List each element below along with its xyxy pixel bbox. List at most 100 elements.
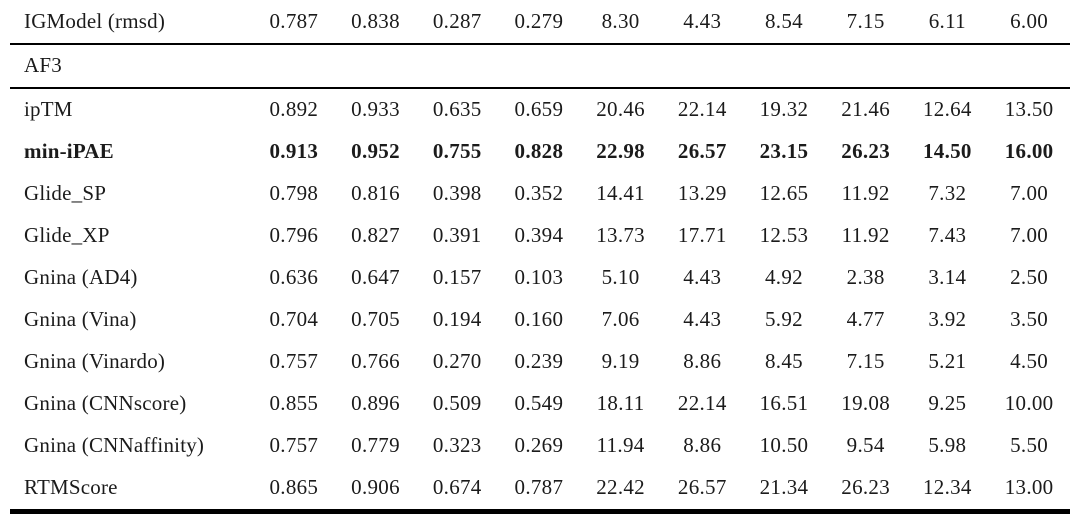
metric-value: 4.43 bbox=[683, 307, 722, 331]
section-label: AF3 bbox=[10, 44, 1070, 89]
metric-value: 6.00 bbox=[988, 1, 1070, 45]
metric-value: 0.398 bbox=[432, 181, 482, 205]
row-label: min-iPAE bbox=[24, 139, 114, 163]
metric-value: 3.92 bbox=[928, 307, 967, 331]
metric-value: 0.779 bbox=[351, 433, 400, 457]
metric-value: 10.50 bbox=[759, 433, 809, 457]
metric-value: 0.906 bbox=[334, 467, 417, 514]
metric-value: 0.855 bbox=[269, 391, 319, 415]
metric-value: 0.787 bbox=[498, 467, 580, 514]
metric-value: 13.73 bbox=[596, 223, 645, 247]
metric-value: 6.11 bbox=[906, 1, 989, 45]
row-label: Gnina (CNNaffinity) bbox=[24, 433, 205, 457]
row-label: Glide_XP bbox=[24, 223, 110, 247]
metric-value: 0.659 bbox=[514, 97, 564, 121]
metric-value: 0.816 bbox=[351, 181, 400, 205]
metric-value: 26.23 bbox=[841, 139, 891, 163]
table-row: Gnina (Vinardo) 0.757 0.766 0.270 0.239 9.19 8… bbox=[10, 341, 1070, 383]
metric-value: 5.98 bbox=[928, 433, 967, 457]
metric-value: 0.757 bbox=[269, 349, 319, 373]
table-row: ipTM 0.892 0.933 0.635 0.659 20.46 22.14 19.32 2… bbox=[10, 88, 1070, 131]
metric-value: 0.704 bbox=[269, 307, 319, 331]
metric-value: 5.50 bbox=[1010, 433, 1049, 457]
metric-value: 0.352 bbox=[514, 181, 564, 205]
metric-value: 26.57 bbox=[677, 139, 727, 163]
metric-value: 14.50 bbox=[922, 139, 972, 163]
metric-value: 0.636 bbox=[269, 265, 319, 289]
table-row: RTMScore 0.865 0.906 0.674 0.787 22.42 26.57 21… bbox=[10, 467, 1070, 514]
metric-value: 9.54 bbox=[846, 433, 885, 457]
metric-value: 9.25 bbox=[928, 391, 967, 415]
table-row: Gnina (CNNaffinity) 0.757 0.779 0.323 0.269 1… bbox=[10, 425, 1070, 467]
metric-value: 3.50 bbox=[1010, 307, 1049, 331]
metric-value: 0.865 bbox=[253, 467, 335, 514]
metric-value: 0.391 bbox=[432, 223, 482, 247]
metric-value: 16.51 bbox=[759, 391, 809, 415]
metric-value: 11.92 bbox=[841, 223, 890, 247]
metric-value: 0.269 bbox=[514, 433, 564, 457]
metric-value: 2.38 bbox=[846, 265, 885, 289]
paper-page: IGModel (rmsd) 0.787 0.838 0.287 0.279 8.30 4.… bbox=[10, 1, 1070, 514]
metric-value: 4.50 bbox=[1010, 349, 1049, 373]
metric-value: 7.32 bbox=[928, 181, 967, 205]
metric-value: 22.14 bbox=[677, 391, 727, 415]
metric-value: 0.705 bbox=[351, 307, 400, 331]
row-label: Gnina (CNNscore) bbox=[24, 391, 187, 415]
metric-value: 4.77 bbox=[846, 307, 885, 331]
row-label: ipTM bbox=[24, 97, 73, 121]
table-row: Glide_SP 0.798 0.816 0.398 0.352 14.41 13.29 12… bbox=[10, 173, 1070, 215]
metric-value: 11.94 bbox=[596, 433, 645, 457]
metric-value: 0.635 bbox=[432, 97, 482, 121]
metric-value: 0.279 bbox=[498, 1, 580, 45]
row-label: RTMScore bbox=[10, 467, 253, 514]
metric-value: 7.43 bbox=[928, 223, 967, 247]
metric-value: 8.54 bbox=[743, 1, 825, 45]
metric-value: 14.41 bbox=[596, 181, 645, 205]
metric-value: 0.933 bbox=[351, 97, 400, 121]
metric-value: 8.45 bbox=[764, 349, 803, 373]
metric-value: 16.00 bbox=[1004, 139, 1054, 163]
metric-value: 0.913 bbox=[269, 139, 319, 163]
metrics-table-body: IGModel (rmsd) 0.787 0.838 0.287 0.279 8.30 4.… bbox=[10, 1, 1070, 514]
metric-value: 0.270 bbox=[432, 349, 482, 373]
metric-value: 0.239 bbox=[514, 349, 564, 373]
metric-value: 5.10 bbox=[601, 265, 640, 289]
row-label: Gnina (Vina) bbox=[24, 307, 137, 331]
metric-value: 0.674 bbox=[416, 467, 499, 514]
metric-value: 13.00 bbox=[988, 467, 1070, 514]
metric-value: 4.43 bbox=[683, 265, 722, 289]
metric-value: 18.11 bbox=[596, 391, 645, 415]
metric-value: 7.15 bbox=[846, 349, 885, 373]
metric-value: 22.42 bbox=[579, 467, 662, 514]
metric-value: 8.86 bbox=[683, 349, 722, 373]
metric-value: 0.798 bbox=[269, 181, 319, 205]
metric-value: 0.827 bbox=[351, 223, 400, 247]
metric-value: 0.194 bbox=[432, 307, 482, 331]
metric-value: 12.53 bbox=[759, 223, 809, 247]
metric-value: 8.86 bbox=[683, 433, 722, 457]
metric-value: 13.29 bbox=[677, 181, 727, 205]
metric-value: 0.394 bbox=[514, 223, 564, 247]
metric-value: 10.00 bbox=[1004, 391, 1054, 415]
metric-value: 12.34 bbox=[906, 467, 989, 514]
metric-value: 0.160 bbox=[514, 307, 564, 331]
metric-value: 0.103 bbox=[514, 265, 564, 289]
metric-value: 0.796 bbox=[269, 223, 319, 247]
metric-value: 12.65 bbox=[759, 181, 809, 205]
metric-value: 22.98 bbox=[596, 139, 645, 163]
metric-value: 5.21 bbox=[928, 349, 967, 373]
metric-value: 0.892 bbox=[269, 97, 319, 121]
metric-value: 7.00 bbox=[1010, 181, 1049, 205]
metric-value: 23.15 bbox=[759, 139, 809, 163]
metric-value: 19.32 bbox=[759, 97, 809, 121]
metric-value: 20.46 bbox=[596, 97, 645, 121]
metric-value: 21.46 bbox=[841, 97, 891, 121]
row-label: Gnina (AD4) bbox=[24, 265, 138, 289]
metric-value: 3.14 bbox=[928, 265, 967, 289]
metric-value: 0.509 bbox=[432, 391, 482, 415]
metric-value: 7.00 bbox=[1010, 223, 1049, 247]
metric-value: 0.896 bbox=[351, 391, 400, 415]
metric-value: 0.787 bbox=[253, 1, 335, 45]
metric-value: 8.30 bbox=[579, 1, 662, 45]
table-row: Glide_XP 0.796 0.827 0.391 0.394 13.73 17.71 12… bbox=[10, 215, 1070, 257]
